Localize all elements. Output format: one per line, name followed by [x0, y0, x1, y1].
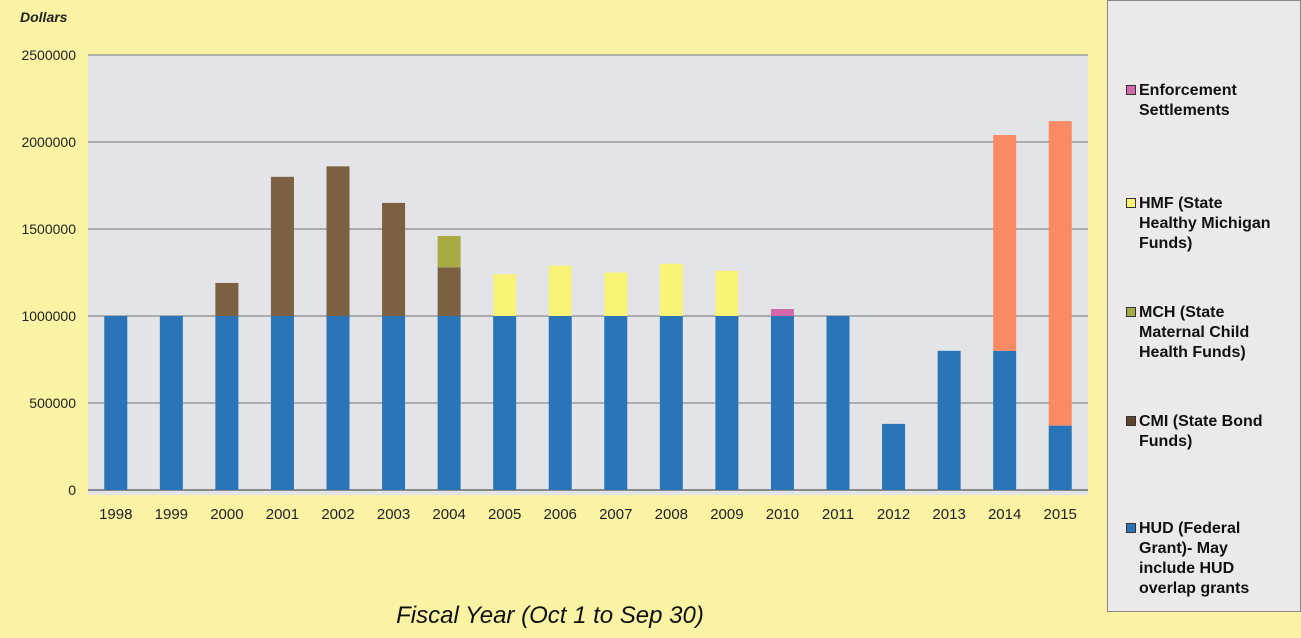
- bar-segment: [882, 424, 905, 490]
- bar-segment: [549, 266, 572, 316]
- legend-swatch: [1126, 198, 1136, 208]
- bar-segment: [382, 203, 405, 316]
- x-tick-label: 1999: [155, 506, 188, 523]
- y-tick-label: 2500000: [21, 47, 76, 63]
- y-tick-label: 1500000: [21, 221, 76, 237]
- chart: 0 500000 1000000 1500000 2000000 2500000 1998…: [0, 0, 1100, 638]
- x-tick-label: 2001: [266, 506, 299, 523]
- x-tick-label: 1998: [99, 506, 132, 523]
- x-tick-label: 2009: [710, 506, 743, 523]
- y-tick-label: 0: [68, 482, 76, 498]
- legend-item-enforcement: Enforcement Settlements: [1126, 81, 1296, 121]
- bar-segment: [771, 309, 794, 316]
- bar-segment: [604, 273, 627, 317]
- x-tick-label: 2005: [488, 506, 521, 523]
- bar-segment: [1049, 121, 1072, 426]
- x-tick-label: 2011: [822, 506, 854, 523]
- legend-swatch: [1126, 416, 1136, 426]
- legend-item-cmi: CMI (State Bond Funds): [1126, 412, 1296, 452]
- x-axis-title: Fiscal Year (Oct 1 to Sep 30): [0, 602, 1100, 630]
- bar-segment: [493, 274, 516, 316]
- legend-label: CMI (State Bond Funds): [1139, 412, 1263, 452]
- bar-segment: [993, 351, 1016, 490]
- x-tick-label: 2003: [377, 506, 410, 523]
- legend-item-mch: MCH (State Maternal Child Health Funds): [1126, 303, 1296, 363]
- x-tick-label: 2008: [655, 506, 688, 523]
- x-tick-label: 2006: [544, 506, 577, 523]
- legend-label: Enforcement Settlements: [1139, 81, 1237, 121]
- bar-segment: [771, 316, 794, 490]
- bar-segment: [660, 316, 683, 490]
- legend-swatch: [1126, 85, 1136, 95]
- y-tick-label: 500000: [29, 395, 76, 411]
- legend-label: HMF (State Healthy Michigan Funds): [1139, 194, 1271, 254]
- bar-segment: [104, 316, 127, 490]
- x-tick-label: 2013: [932, 506, 965, 523]
- legend-item-hmf: HMF (State Healthy Michigan Funds): [1126, 194, 1296, 254]
- y-tick-label: 2000000: [21, 134, 76, 150]
- x-tick-label: 2004: [432, 506, 465, 523]
- legend-label: HUD (Federal Grant)- May include HUD ove…: [1139, 519, 1249, 599]
- legend-swatch: [1126, 307, 1136, 317]
- bar-segment: [160, 316, 183, 490]
- bar-segment: [715, 271, 738, 316]
- bar-segment: [438, 236, 461, 267]
- legend-swatch: [1126, 523, 1136, 533]
- bar-segment: [271, 316, 294, 490]
- bar-segment: [493, 316, 516, 490]
- legend-label: MCH (State Maternal Child Health Funds): [1139, 303, 1249, 363]
- bar-segment: [715, 316, 738, 490]
- x-tick-label: 2015: [1044, 506, 1077, 523]
- x-tick-label: 2002: [321, 506, 354, 523]
- bar-segment: [827, 316, 850, 490]
- bar-segment: [382, 316, 405, 490]
- x-tick-label: 2007: [599, 506, 632, 523]
- legend-item-hud: HUD (Federal Grant)- May include HUD ove…: [1126, 519, 1296, 599]
- legend: Enforcement Settlements HMF (State Healt…: [1107, 0, 1301, 612]
- bar-segment: [327, 316, 350, 490]
- bar-segment: [660, 264, 683, 316]
- y-axis-title: Dollars: [20, 9, 67, 25]
- x-tick-label: 2010: [766, 506, 799, 523]
- x-tick-label: 2012: [877, 506, 910, 523]
- x-tick-label: 2000: [210, 506, 243, 523]
- bar-segment: [215, 316, 238, 490]
- bar-segment: [604, 316, 627, 490]
- bar-segment: [327, 166, 350, 316]
- bar-segment: [271, 177, 294, 316]
- bar-segment: [938, 351, 961, 490]
- x-tick-label: 2014: [988, 506, 1021, 523]
- bar-segment: [438, 267, 461, 316]
- bar-segment: [993, 135, 1016, 351]
- y-tick-label: 1000000: [21, 308, 76, 324]
- bar-segment: [549, 316, 572, 490]
- bar-segment: [215, 283, 238, 316]
- bar-segment: [438, 316, 461, 490]
- bar-segment: [1049, 426, 1072, 490]
